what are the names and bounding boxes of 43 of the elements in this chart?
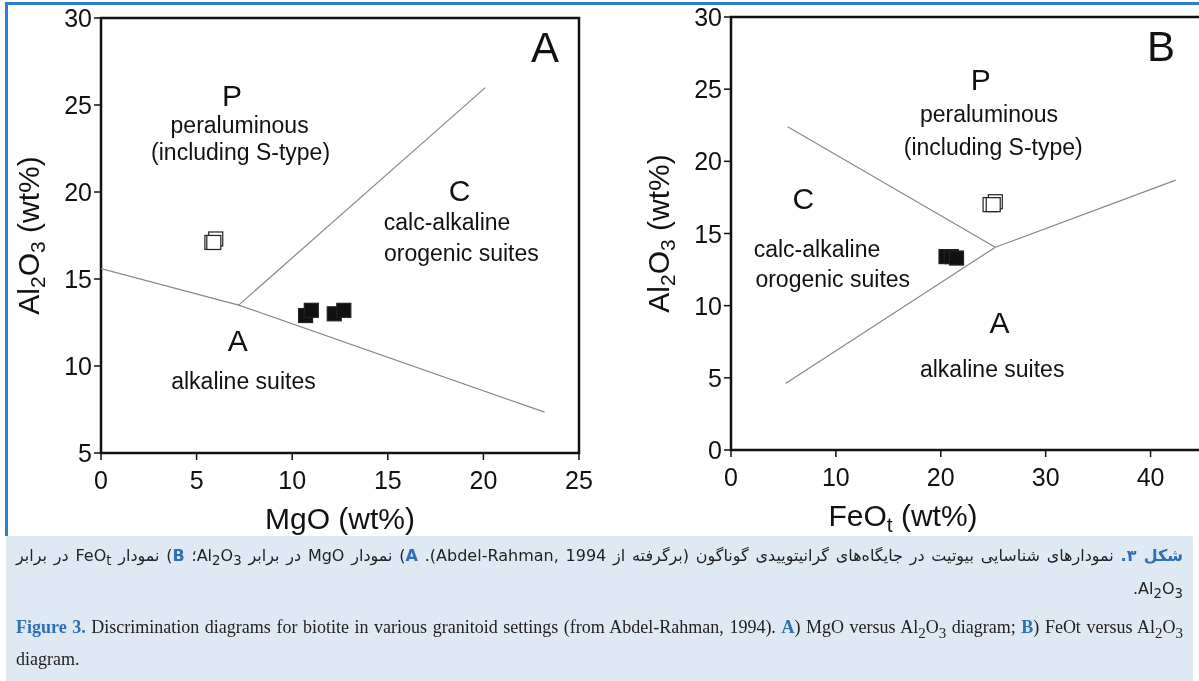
- annotation: C: [792, 181, 815, 215]
- x-tick-label: 20: [926, 463, 955, 491]
- annotation: P: [221, 78, 242, 112]
- annotation: calc-alkaline: [753, 236, 881, 263]
- x-tick-label: 30: [1031, 463, 1060, 491]
- chart-title: A: [530, 24, 559, 71]
- x-tick-label: 15: [373, 466, 402, 494]
- y-tick-label: 25: [694, 75, 722, 104]
- y-tick-label: 5: [708, 363, 722, 392]
- y-tick-label: 0: [708, 436, 722, 464]
- annotation: (including S-type): [151, 138, 331, 165]
- y-tick-label: 30: [694, 3, 722, 31]
- x-axis-title: MgO (wt%): [265, 502, 415, 535]
- x-tick-label: 10: [278, 466, 307, 494]
- annotation: orogenic suites: [384, 239, 539, 266]
- y-tick-label: 15: [64, 265, 92, 293]
- x-tick-label: 25: [565, 466, 593, 494]
- annotation: alkaline suites: [171, 367, 316, 394]
- annotation: C: [448, 173, 471, 207]
- x-tick-label: 20: [469, 466, 498, 494]
- annotation: alkaline suites: [919, 356, 1065, 383]
- annotation: calc-alkaline: [383, 208, 511, 235]
- annotation: (including S-type): [903, 133, 1083, 160]
- annotation: orogenic suites: [755, 265, 911, 292]
- y-tick-label: 15: [694, 219, 722, 248]
- x-tick-label: 5: [189, 466, 204, 494]
- annotation: P: [970, 62, 991, 96]
- annotation: A: [227, 323, 248, 357]
- y-tick-label: 20: [694, 147, 722, 176]
- y-tick-label: 5: [78, 439, 92, 467]
- y-tick-label: 25: [64, 91, 92, 119]
- x-tick-label: 10: [821, 463, 850, 491]
- x-tick-label: 40: [1136, 463, 1165, 491]
- y-tick-label: 10: [64, 352, 92, 380]
- annotation: peraluminous: [919, 100, 1059, 127]
- y-tick-label: 20: [64, 178, 92, 206]
- text: Figure 3. Discrimination diagrams for biotite in various granitoid settings (from Abdel-Rahman, 1994). A) MgO versus Al$_{2}$O$_{3}$ diagram; B) FeOt versus Al$_{2}$O$_{3}$ diagram.: [16, 617, 1184, 669]
- x-axis-title: FeO$_{t}$ (wt%): [828, 499, 978, 537]
- chart-title: B: [1146, 23, 1175, 70]
- annotation: A: [989, 305, 1010, 339]
- y-tick-label: 10: [694, 291, 722, 320]
- annotation: peraluminous: [170, 112, 309, 139]
- y-tick-label: 30: [64, 4, 92, 32]
